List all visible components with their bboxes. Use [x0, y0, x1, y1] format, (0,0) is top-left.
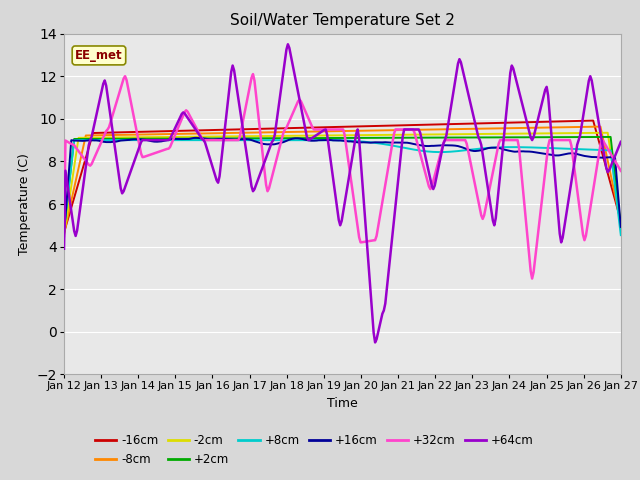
Y-axis label: Temperature (C): Temperature (C) — [18, 153, 31, 255]
Text: EE_met: EE_met — [75, 49, 123, 62]
Legend: -16cm, -8cm, -2cm, +2cm, +8cm, +16cm, +32cm, +64cm: -16cm, -8cm, -2cm, +2cm, +8cm, +16cm, +3… — [90, 430, 539, 471]
X-axis label: Time: Time — [327, 397, 358, 410]
Title: Soil/Water Temperature Set 2: Soil/Water Temperature Set 2 — [230, 13, 455, 28]
